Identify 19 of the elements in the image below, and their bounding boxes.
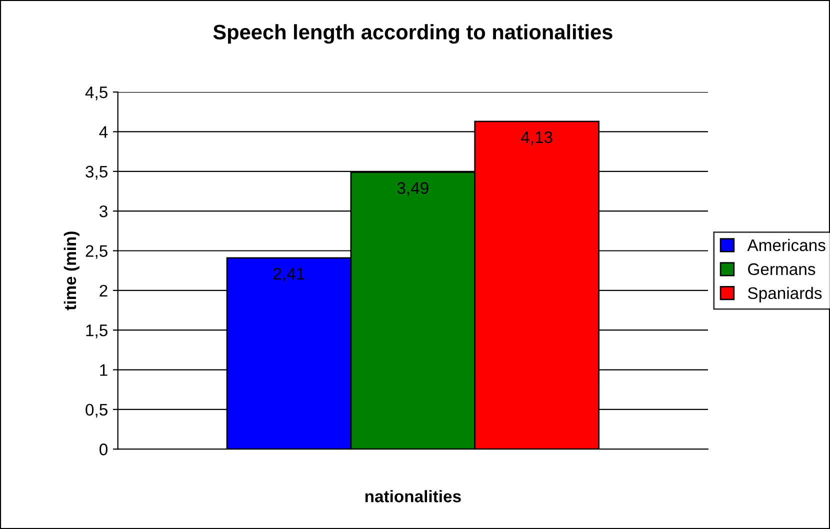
chart-title: Speech length according to nationalities [213, 24, 612, 44]
y-tick-label: 3,5 [86, 166, 108, 180]
data-label: 3,49 [397, 182, 428, 196]
legend-label: Spaniards [748, 286, 822, 302]
data-label: 2,41 [274, 268, 304, 282]
y-tick-label: 2,5 [86, 245, 108, 259]
y-tick-label: 4,5 [85, 86, 108, 100]
y-tick-label: 0 [100, 444, 108, 456]
y-tick-label: 4 [99, 126, 108, 138]
y-axis-title: time (min) [64, 232, 80, 310]
y-tick-label: 1 [100, 364, 108, 376]
y-tick-label: 2 [100, 284, 108, 296]
y-tick-label: 0,5 [86, 404, 108, 418]
y-tick-label: 1,5 [86, 324, 108, 338]
y-tick-label: 3 [100, 205, 108, 218]
x-axis-title: nationalities [365, 490, 461, 502]
legend-label: Germans [748, 263, 816, 276]
legend-label: Americans [747, 238, 826, 252]
data-label: 4,13 [521, 131, 552, 146]
